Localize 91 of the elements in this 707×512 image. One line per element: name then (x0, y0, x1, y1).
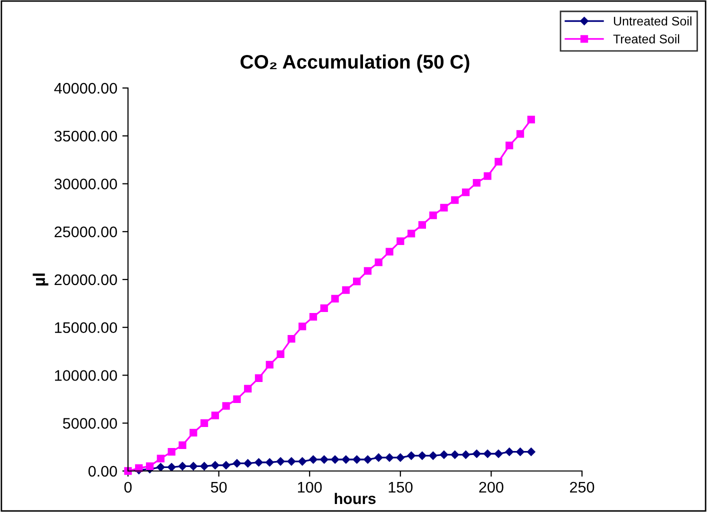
point (156, 463, 165, 472)
point (298, 322, 306, 330)
point (189, 462, 198, 470)
point (309, 455, 318, 464)
point (211, 461, 220, 470)
point (385, 453, 394, 462)
point (462, 188, 470, 196)
point (364, 455, 372, 464)
point (527, 116, 535, 124)
point (266, 360, 274, 369)
point (254, 458, 263, 467)
point (309, 313, 318, 321)
y-tick-label: 0.00 (88, 466, 117, 477)
point (222, 461, 230, 470)
point (396, 237, 404, 246)
point (200, 462, 208, 470)
point (516, 448, 524, 456)
y-tick-label: 40000.00 (54, 82, 117, 94)
x-tick-label: 250 (570, 482, 594, 493)
point (451, 196, 459, 204)
point (298, 457, 306, 466)
x-axis-title: hours (334, 492, 376, 504)
y-tick-label: 35000.00 (54, 130, 117, 142)
point (342, 455, 350, 464)
point (222, 402, 230, 410)
point (364, 267, 372, 275)
point (156, 454, 165, 462)
point (374, 453, 383, 462)
y-tick-label: 15000.00 (55, 322, 117, 334)
point (266, 458, 274, 467)
chart-title: CO₂ Accumulation (50 C) (240, 54, 470, 73)
point (407, 452, 416, 460)
point (330, 455, 340, 464)
y-axis-title: µl (32, 274, 48, 286)
point (352, 278, 361, 286)
point (288, 335, 296, 343)
point (440, 204, 448, 212)
point (168, 448, 176, 456)
point (200, 419, 208, 427)
point (232, 459, 242, 468)
point (429, 212, 437, 220)
point (276, 457, 285, 466)
point (211, 412, 219, 420)
point (244, 384, 252, 392)
x-tick-label: 50 (210, 482, 227, 493)
point (178, 462, 187, 470)
point (505, 448, 514, 456)
point (440, 450, 448, 459)
y-tick-label: 5000.00 (62, 418, 117, 429)
x-tick-label: 200 (479, 482, 504, 493)
point (472, 178, 480, 187)
point (190, 428, 198, 437)
point (254, 374, 263, 382)
y-tick-label: 25000.00 (54, 226, 117, 238)
point (146, 462, 154, 470)
point (167, 463, 176, 472)
y-tick-label: 20000.00 (54, 274, 117, 286)
point (244, 459, 252, 468)
point (516, 130, 524, 138)
point (233, 395, 241, 404)
legend-label: Treated Soil (613, 34, 680, 44)
point (418, 221, 426, 229)
point (462, 450, 470, 459)
point (418, 452, 426, 460)
point (320, 455, 328, 464)
point (178, 441, 186, 449)
y-tick-label: 10000.00 (55, 370, 117, 381)
point (450, 450, 460, 459)
point (276, 350, 284, 358)
point (506, 142, 514, 150)
point (494, 158, 502, 166)
legend-label: Untreated Soil (614, 16, 692, 26)
x-tick-label: 150 (388, 482, 413, 493)
point (527, 448, 536, 456)
x-tick-label: 100 (298, 482, 322, 493)
point (483, 450, 492, 458)
point (331, 294, 339, 302)
point (472, 450, 481, 458)
point (396, 453, 405, 462)
point (287, 457, 296, 466)
point (374, 258, 382, 266)
point (342, 286, 350, 294)
point (407, 230, 416, 238)
point (320, 304, 328, 312)
point (428, 452, 438, 460)
point (484, 172, 492, 180)
point (352, 455, 361, 464)
x-tick-label: 0 (124, 482, 132, 493)
point (494, 450, 503, 458)
point (386, 248, 394, 256)
y-tick-label: 30000.00 (54, 178, 117, 190)
